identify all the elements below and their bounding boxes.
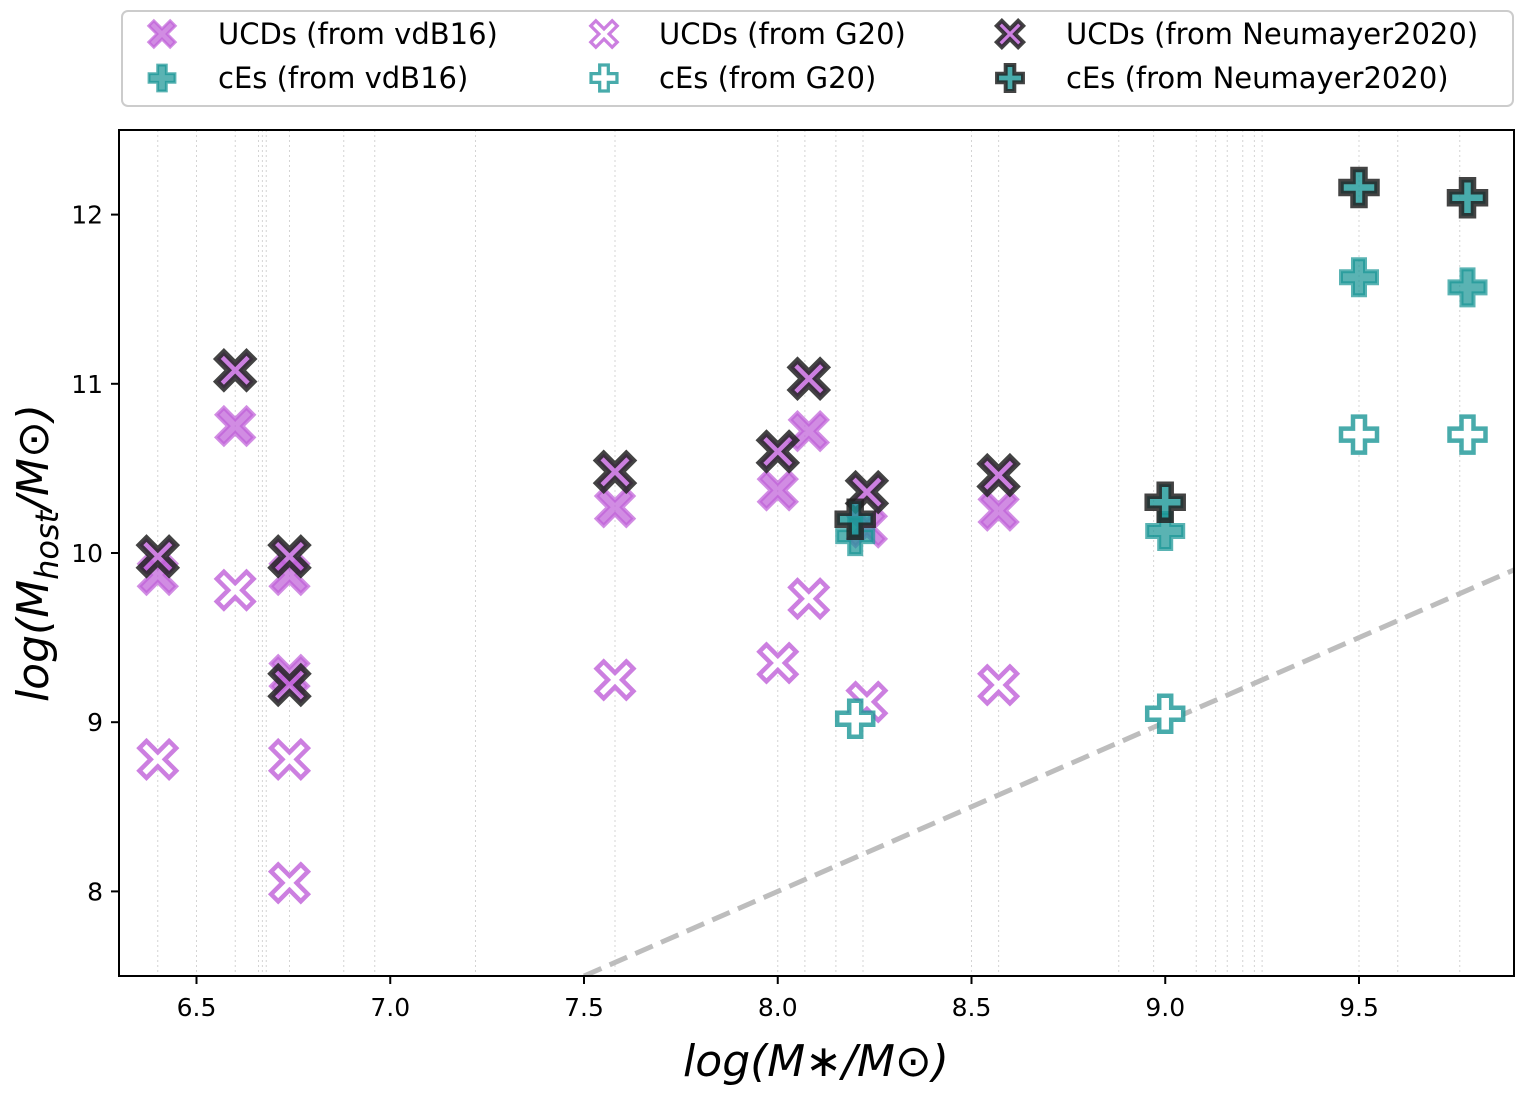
- ucd_g20-point: [593, 658, 637, 702]
- ucd_n20-point: [976, 452, 1021, 498]
- ucd_vdb16-point: [213, 404, 257, 448]
- y-axis-label-tail: /M⊙): [8, 404, 59, 515]
- legend-marker: [588, 18, 620, 50]
- legend-item: UCDs (from Neumayer2020): [993, 17, 1478, 51]
- y-axis-label: log(Mhost/M⊙): [8, 404, 66, 702]
- y-tick-label: 12: [71, 201, 103, 230]
- legend-item: UCDs (from G20): [588, 17, 906, 51]
- ucd_n20-point: [786, 356, 832, 401]
- ucd_g20-point: [756, 641, 800, 685]
- legend-marker: [995, 63, 1025, 93]
- legend-label: cEs (from G20): [659, 61, 876, 95]
- markers: [135, 166, 1489, 905]
- legend-label: UCDs (from G20): [659, 17, 906, 51]
- ucd_g20-point: [787, 577, 831, 621]
- legend-marker: [146, 18, 178, 50]
- y-axis-label-main: log(M: [8, 580, 59, 702]
- ce_vdb16-point: [1339, 257, 1379, 298]
- x-axis-label: log(M∗/M⊙): [683, 1036, 949, 1087]
- ce_g20-point: [1447, 414, 1488, 455]
- y-tick-label: 11: [71, 370, 103, 399]
- legend-label: cEs (from Neumayer2020): [1066, 61, 1449, 95]
- ucd_g20-point: [977, 663, 1021, 707]
- one-to-one-line: [582, 567, 1514, 976]
- ucd_g20-point: [267, 737, 312, 781]
- legend-marker: [589, 63, 619, 93]
- ucd_n20-point: [267, 662, 312, 708]
- ce_n20-point: [1446, 176, 1489, 219]
- x-tick-label: 8.0: [758, 993, 798, 1022]
- x-tick-label: 8.5: [952, 993, 992, 1022]
- ce_n20-point: [834, 498, 876, 540]
- y-tick-label: 10: [71, 539, 103, 568]
- ce_g20-point: [834, 698, 876, 740]
- y-axis: 8 9 10 11 12: [71, 201, 119, 906]
- y-tick-label: 8: [87, 877, 103, 906]
- ucd_g20-point: [213, 568, 257, 612]
- x-tick-label: 9.5: [1339, 993, 1379, 1022]
- ucd_n20-point: [267, 534, 312, 579]
- ucd_n20-point: [755, 429, 801, 474]
- ce_n20-point: [1338, 166, 1380, 209]
- x-axis: 6.5 7.0 7.5 8.0 8.5 9.0 9.5: [177, 976, 1379, 1022]
- legend-item: cEs (from Neumayer2020): [995, 61, 1449, 95]
- x-tick-label: 7.0: [370, 993, 410, 1022]
- legend-label: cEs (from vdB16): [218, 61, 468, 95]
- ce_n20-point: [1144, 481, 1186, 523]
- ce_vdb16-point: [1145, 511, 1186, 551]
- legend-item: cEs (from vdB16): [147, 61, 468, 95]
- ce_g20-point: [1144, 693, 1186, 734]
- ucd_g20-point: [136, 737, 180, 781]
- ucd_g20-point: [267, 861, 312, 905]
- x-tick-label: 9.0: [1145, 993, 1185, 1022]
- legend-frame: [121, 10, 1514, 107]
- plot-background: [119, 130, 1514, 976]
- x-tick-label: 7.5: [564, 993, 604, 1022]
- ce_vdb16-point: [1447, 267, 1488, 308]
- ce_g20-point: [1338, 414, 1380, 455]
- ucd_n20-point: [212, 348, 258, 393]
- y-tick-label: 9: [87, 708, 103, 737]
- legend-label: UCDs (from Neumayer2020): [1066, 17, 1478, 51]
- legend-label: UCDs (from vdB16): [218, 17, 498, 51]
- ucd_n20-point: [135, 534, 181, 579]
- y-axis-label-sub: host: [28, 509, 66, 580]
- legend-marker: [993, 17, 1027, 51]
- ucd_n20-point: [592, 449, 638, 495]
- legend-marker: [147, 63, 177, 93]
- legend: UCDs (from vdB16) UCDs (from G20) UCDs (fr…: [121, 10, 1514, 107]
- reference-line-layer: [582, 567, 1514, 976]
- legend-item: UCDs (from vdB16): [146, 17, 498, 51]
- legend-item: cEs (from G20): [589, 61, 876, 95]
- x-tick-label: 6.5: [177, 993, 217, 1022]
